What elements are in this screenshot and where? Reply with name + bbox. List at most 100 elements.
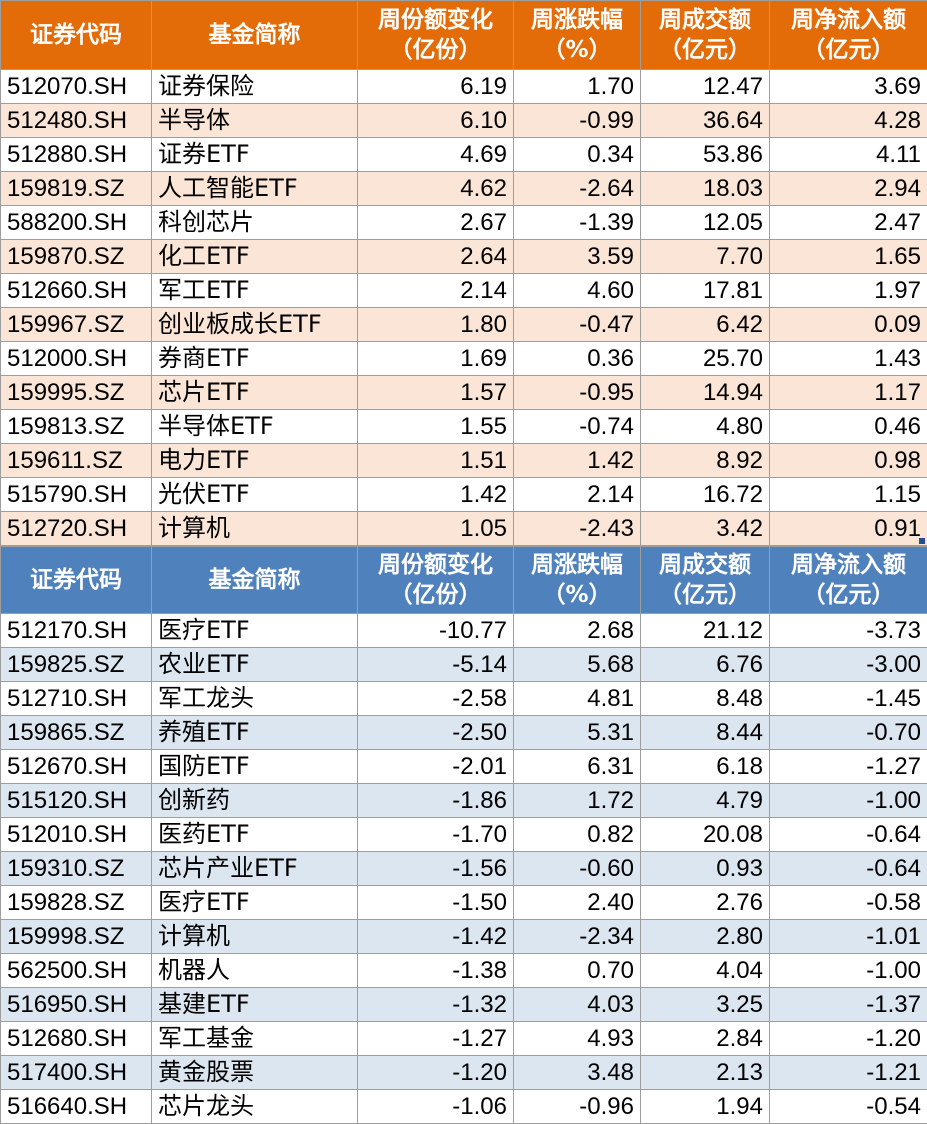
cell-name: 医药ETF: [152, 818, 358, 852]
cell-change-pct: 1.70: [514, 70, 641, 104]
header-code: 证券代码: [1, 547, 152, 614]
cell-share-change: 1.05: [358, 512, 514, 546]
cell-code: 516950.SH: [1, 988, 152, 1022]
cell-net-inflow: 1.15: [770, 478, 927, 512]
header-unit: （亿份）: [390, 37, 482, 63]
cell-share-change: -1.56: [358, 852, 514, 886]
cell-name: 基建ETF: [152, 988, 358, 1022]
cell-net-inflow: 2.94: [770, 172, 927, 206]
cell-name: 人工智能ETF: [152, 172, 358, 206]
cell-code: 159611.SZ: [1, 444, 152, 478]
cell-code: 512880.SH: [1, 138, 152, 172]
cell-turnover: 12.05: [641, 206, 770, 240]
header-line: 周净流入额: [791, 552, 906, 578]
header-line: 周净流入额: [791, 7, 906, 33]
cell-change-pct: 0.34: [514, 138, 641, 172]
cell-turnover: 6.76: [641, 648, 770, 682]
outflow-header-row: 证券代码 基金简称 周份额变化（亿份） 周涨跌幅（%） 周成交额（亿元） 周净流…: [1, 547, 927, 614]
cell-change-pct: 4.60: [514, 274, 641, 308]
cell-change-pct: 2.40: [514, 886, 641, 920]
cell-code: 159995.SZ: [1, 376, 152, 410]
header-turnover: 周成交额（亿元）: [641, 1, 770, 70]
cell-turnover: 4.80: [641, 410, 770, 444]
cell-turnover: 6.42: [641, 308, 770, 342]
header-unit: （亿份）: [390, 582, 482, 608]
cell-code: 512070.SH: [1, 70, 152, 104]
header-change-pct: 周涨跌幅（%）: [514, 547, 641, 614]
cell-share-change: -1.32: [358, 988, 514, 1022]
header-line: 周份额变化: [378, 552, 493, 578]
cell-code: 512720.SH: [1, 512, 152, 546]
header-code: 证券代码: [1, 1, 152, 70]
cell-net-inflow: 1.17: [770, 376, 927, 410]
cell-change-pct: 2.14: [514, 478, 641, 512]
cell-change-pct: 3.48: [514, 1056, 641, 1090]
cell-turnover: 20.08: [641, 818, 770, 852]
cell-net-inflow: -1.00: [770, 784, 927, 818]
cell-turnover: 53.86: [641, 138, 770, 172]
cell-net-inflow: 0.98: [770, 444, 927, 478]
cell-net-inflow: -3.73: [770, 614, 927, 648]
cell-name: 电力ETF: [152, 444, 358, 478]
cell-name: 证券ETF: [152, 138, 358, 172]
cell-net-inflow: 1.43: [770, 342, 927, 376]
cell-change-pct: 5.31: [514, 716, 641, 750]
cell-share-change: -2.50: [358, 716, 514, 750]
header-line: 周成交额: [659, 552, 751, 578]
cell-change-pct: 1.72: [514, 784, 641, 818]
cell-name: 黄金股票: [152, 1056, 358, 1090]
cell-net-inflow: -1.01: [770, 920, 927, 954]
cell-change-pct: -2.43: [514, 512, 641, 546]
cell-turnover: 2.84: [641, 1022, 770, 1056]
cell-net-inflow: 4.28: [770, 104, 927, 138]
cell-turnover: 6.18: [641, 750, 770, 784]
cell-share-change: 1.55: [358, 410, 514, 444]
header-net-inflow: 周净流入额（亿元）: [770, 547, 927, 614]
cell-code: 159865.SZ: [1, 716, 152, 750]
cell-name: 券商ETF: [152, 342, 358, 376]
cell-code: 588200.SH: [1, 206, 152, 240]
cell-share-change: -1.42: [358, 920, 514, 954]
cell-share-change: 4.62: [358, 172, 514, 206]
cell-code: 159870.SZ: [1, 240, 152, 274]
cell-net-inflow: 1.65: [770, 240, 927, 274]
header-line: 周涨跌幅: [531, 552, 623, 578]
cell-turnover: 3.42: [641, 512, 770, 546]
cell-net-inflow: -1.00: [770, 954, 927, 988]
cell-share-change: -5.14: [358, 648, 514, 682]
cell-change-pct: 6.31: [514, 750, 641, 784]
cell-name: 芯片龙头: [152, 1090, 358, 1124]
cell-turnover: 2.76: [641, 886, 770, 920]
cell-net-inflow: 0.09: [770, 308, 927, 342]
cell-code: 512000.SH: [1, 342, 152, 376]
cell-name: 计算机: [152, 920, 358, 954]
cell-net-inflow: -1.37: [770, 988, 927, 1022]
cell-share-change: 1.80: [358, 308, 514, 342]
selection-handle[interactable]: [919, 538, 925, 544]
cell-share-change: -1.50: [358, 886, 514, 920]
cell-turnover: 8.92: [641, 444, 770, 478]
cell-turnover: 7.70: [641, 240, 770, 274]
header-unit: （亿元）: [659, 582, 751, 608]
cell-share-change: -1.38: [358, 954, 514, 988]
cell-name: 芯片产业ETF: [152, 852, 358, 886]
cell-change-pct: 0.82: [514, 818, 641, 852]
cell-change-pct: 0.70: [514, 954, 641, 988]
cell-name: 计算机: [152, 512, 358, 546]
cell-turnover: 1.94: [641, 1090, 770, 1124]
cell-change-pct: 4.93: [514, 1022, 641, 1056]
cell-turnover: 8.48: [641, 682, 770, 716]
cell-code: 512710.SH: [1, 682, 152, 716]
cell-net-inflow: 0.91: [770, 512, 927, 546]
outflow-table: 证券代码 基金简称 周份额变化（亿份） 周涨跌幅（%） 周成交额（亿元） 周净流…: [0, 546, 927, 1124]
cell-code: 159819.SZ: [1, 172, 152, 206]
